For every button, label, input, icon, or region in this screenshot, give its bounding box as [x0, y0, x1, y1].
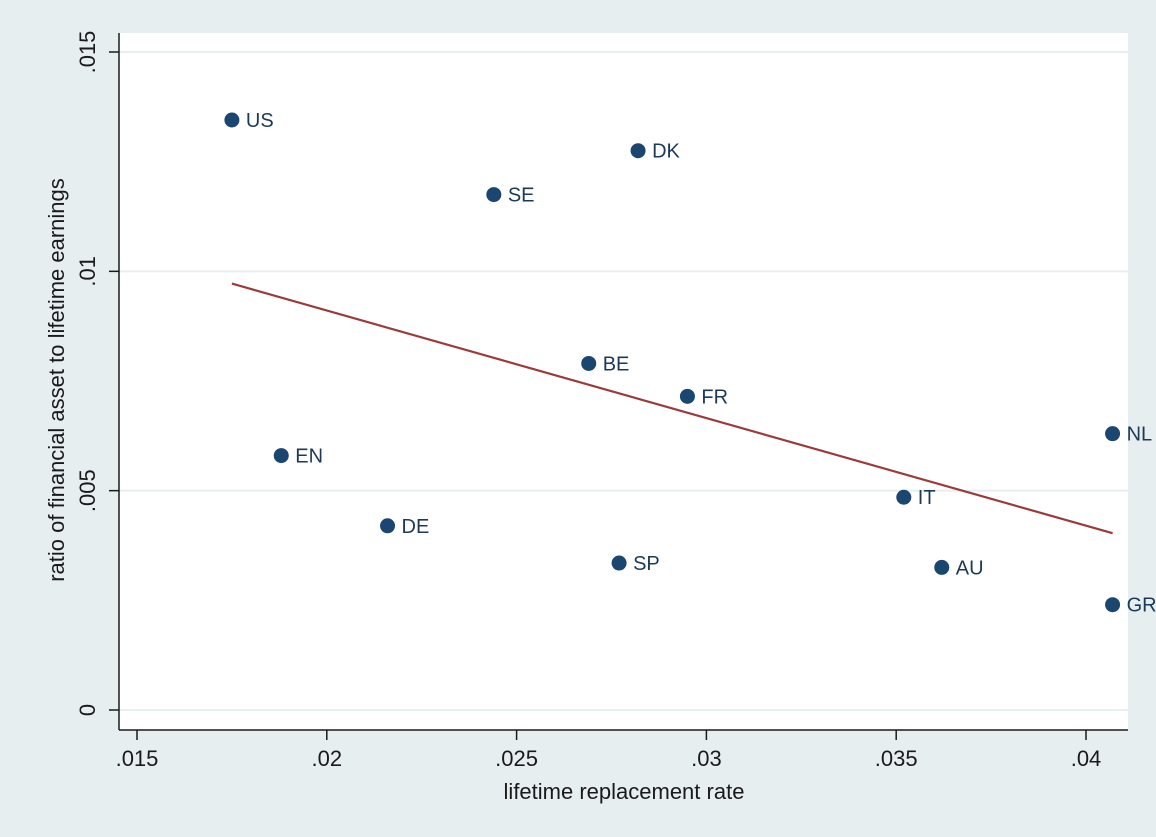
point-label-en: EN [295, 446, 323, 468]
point-gr [1105, 597, 1121, 613]
point-label-be: BE [603, 353, 630, 375]
y-tick-label: .005 [75, 469, 100, 512]
point-de [380, 518, 396, 534]
point-sp [611, 555, 627, 571]
axes: 0 .005 .01 .015 .015 .02 .025 .03 .035 .04 [75, 31, 1128, 771]
point-label-us: US [246, 110, 274, 132]
point-nl [1105, 426, 1121, 442]
y-tick-label: .015 [75, 31, 100, 74]
x-tick-label: .025 [495, 746, 538, 771]
point-au [934, 559, 950, 575]
y-axis-title: ratio of financial asset to lifetime ear… [44, 178, 69, 582]
x-tick-label: .02 [312, 746, 343, 771]
point-it [896, 489, 912, 505]
data-points: US DK SE BE FR NL EN IT DE SP AU GR [224, 110, 1156, 617]
fit-line-group [231, 282, 1113, 535]
y-tick-label: .01 [75, 256, 100, 287]
point-fr [679, 388, 695, 404]
x-axis-title: lifetime replacement rate [504, 779, 745, 804]
point-label-au: AU [956, 557, 984, 579]
point-label-nl: NL [1127, 424, 1153, 446]
point-en [273, 448, 289, 464]
point-label-de: DE [402, 516, 430, 538]
x-tick-label: .015 [116, 746, 159, 771]
x-tick-label: .03 [691, 746, 722, 771]
fitted-line [231, 282, 1113, 535]
plot-area [119, 33, 1128, 730]
point-be [581, 355, 597, 371]
x-tick-label: .035 [875, 746, 918, 771]
y-tick-label: 0 [75, 704, 100, 716]
x-tick-label: .04 [1071, 746, 1102, 771]
point-label-se: SE [508, 185, 535, 207]
point-label-gr: GR [1127, 595, 1156, 617]
point-label-dk: DK [652, 141, 680, 163]
point-se [486, 187, 502, 203]
point-label-sp: SP [633, 553, 660, 575]
point-label-it: IT [918, 487, 936, 509]
point-us [224, 112, 240, 128]
point-label-fr: FR [701, 386, 728, 408]
point-dk [630, 143, 646, 159]
